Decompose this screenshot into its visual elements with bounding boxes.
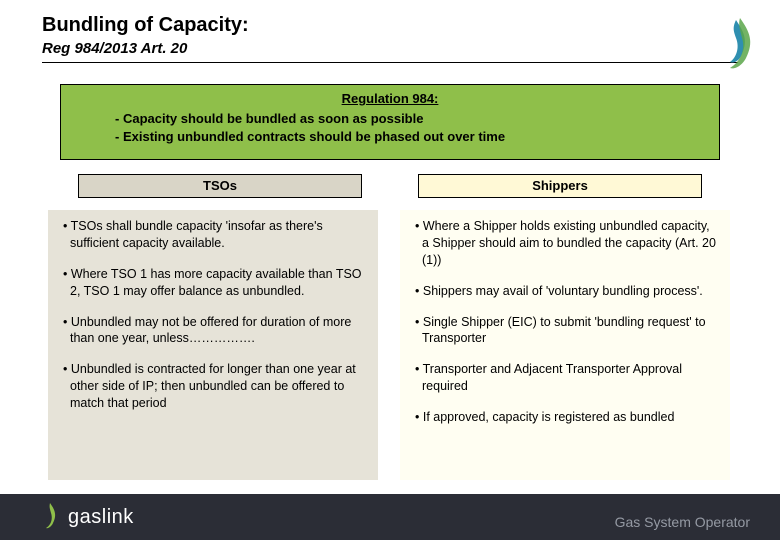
bullet-text: Where TSO 1 has more capacity available … [70, 267, 362, 298]
shippers-bullet: • Transporter and Adjacent Transporter A… [412, 361, 718, 395]
regulation-bullet: - Existing unbundled contracts should be… [79, 128, 701, 146]
page-title: Bundling of Capacity: [42, 14, 249, 37]
footer-bar: gaslink Gas System Operator [0, 494, 780, 540]
footer-logo-text: gaslink [68, 506, 134, 529]
page-subtitle: Reg 984/2013 Art. 20 [42, 40, 187, 57]
regulation-box: Regulation 984: - Capacity should be bun… [60, 84, 720, 160]
bullet-text: If approved, capacity is registered as b… [423, 410, 675, 424]
tsos-bullet: • Where TSO 1 has more capacity availabl… [60, 266, 366, 300]
bullet-text: Shippers may avail of 'voluntary bundlin… [423, 284, 703, 298]
tsos-bullet: • Unbundled is contracted for longer tha… [60, 361, 366, 412]
shippers-bullet: • Where a Shipper holds existing unbundl… [412, 218, 718, 269]
shippers-bullet: • Shippers may avail of 'voluntary bundl… [412, 283, 718, 300]
slide-page: Bundling of Capacity: Reg 984/2013 Art. … [0, 0, 780, 540]
tsos-bullet: • TSOs shall bundle capacity 'insofar as… [60, 218, 366, 252]
bullet-text: Single Shipper (EIC) to submit 'bundling… [422, 315, 706, 346]
bullet-text: Where a Shipper holds existing unbundled… [422, 219, 716, 267]
footer-right-text: Gas System Operator [615, 514, 750, 530]
regulation-heading: Regulation 984: [79, 91, 701, 106]
bullet-text: Unbundled is contracted for longer than … [70, 362, 356, 410]
footer-swoosh-icon [40, 502, 62, 532]
regulation-bullet-text: Capacity should be bundled as soon as po… [123, 111, 424, 126]
brand-swoosh-icon [718, 18, 756, 77]
bullet-text: TSOs shall bundle capacity 'insofar as t… [70, 219, 323, 250]
tsos-header: TSOs [78, 174, 362, 198]
regulation-bullet-text: Existing unbundled contracts should be p… [123, 129, 505, 144]
tsos-body: • TSOs shall bundle capacity 'insofar as… [48, 210, 378, 480]
title-divider [42, 62, 738, 63]
bullet-text: Transporter and Adjacent Transporter App… [422, 362, 682, 393]
footer-logo: gaslink [0, 494, 134, 540]
regulation-bullet: - Capacity should be bundled as soon as … [79, 110, 701, 128]
tsos-bullet: • Unbundled may not be offered for durat… [60, 314, 366, 348]
shippers-bullet: • Single Shipper (EIC) to submit 'bundli… [412, 314, 718, 348]
shippers-body: • Where a Shipper holds existing unbundl… [400, 210, 730, 480]
shippers-header: Shippers [418, 174, 702, 198]
shippers-bullet: • If approved, capacity is registered as… [412, 409, 718, 426]
bullet-text: Unbundled may not be offered for duratio… [70, 315, 351, 346]
